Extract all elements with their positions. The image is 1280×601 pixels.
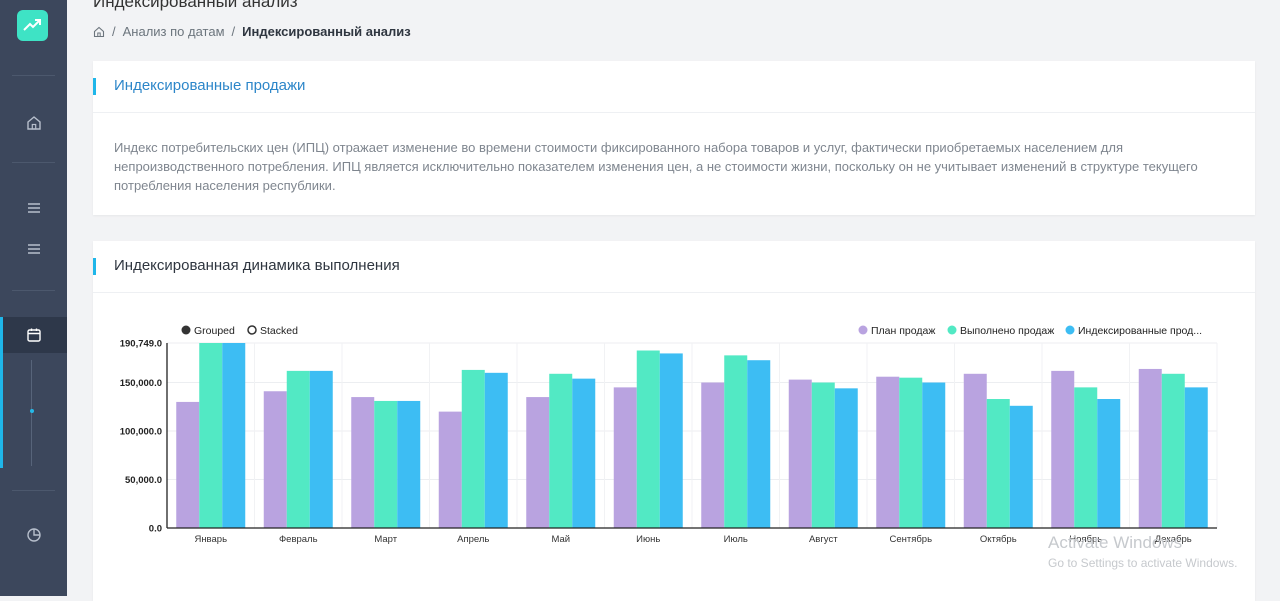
legend-swatch[interactable]	[858, 325, 868, 335]
mode-grouped-control[interactable]: Grouped	[181, 325, 236, 337]
bar[interactable]	[549, 373, 573, 528]
activate-windows-watermark: Activate Windows	[1048, 533, 1183, 552]
mode-stacked-control[interactable]: Stacked	[247, 325, 298, 337]
home-icon[interactable]	[25, 114, 43, 132]
sidebar-divider	[12, 490, 55, 491]
bar[interactable]	[286, 370, 310, 528]
bar[interactable]	[834, 388, 858, 528]
x-tick-label: Сентябрь	[889, 534, 932, 545]
bar[interactable]	[199, 343, 223, 528]
bar[interactable]	[788, 379, 812, 528]
bar[interactable]	[747, 360, 771, 528]
trending-up-icon	[23, 19, 41, 31]
x-tick-label: Декабрь	[1155, 534, 1192, 545]
bar[interactable]	[922, 382, 946, 528]
y-tick-label: 190,749.0	[120, 339, 162, 350]
bar[interactable]	[811, 382, 835, 528]
x-tick-label: Март	[374, 534, 397, 545]
bar[interactable]	[1074, 387, 1098, 528]
x-tick-label: Февраль	[279, 534, 318, 545]
bar[interactable]	[1161, 373, 1185, 528]
breadcrumb-item-current: Индексированный анализ	[242, 24, 411, 39]
legend-label[interactable]: План продаж	[871, 325, 935, 337]
menu-icon[interactable]	[25, 199, 43, 217]
bar[interactable]	[397, 400, 421, 528]
bar[interactable]	[572, 378, 596, 528]
x-tick-label: Апрель	[457, 534, 489, 545]
bar[interactable]	[636, 350, 660, 528]
activate-windows-hint: Go to Settings to activate Windows.	[1048, 556, 1238, 570]
bar[interactable]	[1184, 387, 1208, 528]
y-tick-label: 0.0	[149, 524, 162, 535]
app-logo[interactable]	[17, 10, 48, 41]
x-tick-label: Май	[551, 534, 570, 545]
y-tick-label: 150,000.0	[120, 378, 162, 389]
x-tick-label: Октябрь	[980, 534, 1017, 545]
radio-grouped[interactable]	[181, 325, 191, 335]
bar[interactable]	[374, 400, 398, 528]
calendar-icon	[27, 328, 41, 342]
stacked-label: Stacked	[260, 325, 298, 337]
y-tick-label: 100,000.0	[120, 427, 162, 438]
pie-chart-icon[interactable]	[25, 526, 43, 544]
submenu-item-dot[interactable]	[30, 409, 34, 413]
bar[interactable]	[526, 397, 550, 528]
page-title: Индексированный анализ	[93, 0, 298, 11]
bar[interactable]	[461, 369, 485, 528]
card-description: Индекс потребительских цен (ИПЦ) отражае…	[114, 140, 1198, 193]
bar[interactable]	[309, 370, 333, 528]
bar[interactable]	[1097, 399, 1121, 528]
submenu-indicator	[0, 353, 3, 468]
bar[interactable]	[263, 391, 287, 528]
bar[interactable]	[1051, 370, 1075, 528]
legend-swatch[interactable]	[1065, 325, 1075, 335]
sidebar	[0, 0, 67, 596]
bar[interactable]	[659, 353, 683, 528]
bar[interactable]	[724, 355, 748, 528]
grouped-label: Grouped	[194, 325, 235, 337]
sidebar-divider	[12, 290, 55, 291]
sidebar-item-dates-active[interactable]	[0, 317, 67, 353]
bar[interactable]	[876, 376, 900, 528]
sidebar-divider	[12, 162, 55, 163]
legend-label[interactable]: Выполнено продаж	[960, 325, 1054, 337]
bar[interactable]	[701, 382, 725, 528]
card-header: Индексированные продажи	[93, 61, 1255, 113]
bar[interactable]	[438, 411, 462, 528]
breadcrumb: / Анализ по датам / Индексированный анал…	[93, 24, 411, 39]
breadcrumb-separator: /	[231, 24, 236, 39]
bar[interactable]	[1009, 405, 1033, 528]
card-title: Индексированные продажи	[114, 77, 306, 94]
card-header-accent	[93, 258, 96, 275]
bar[interactable]	[613, 387, 637, 528]
bar[interactable]	[222, 343, 246, 528]
home-icon[interactable]	[93, 26, 105, 38]
y-tick-label: 50,000.0	[125, 475, 162, 486]
x-tick-label: Июль	[724, 534, 748, 545]
card-header: Индексированная динамика выполнения	[93, 241, 1255, 293]
radio-stacked[interactable]	[247, 325, 257, 335]
legend-swatch[interactable]	[947, 325, 957, 335]
bar[interactable]	[1138, 368, 1162, 528]
bar[interactable]	[899, 377, 923, 528]
breadcrumb-item-dates[interactable]: Анализ по датам	[122, 24, 225, 39]
x-tick-label: Январь	[194, 534, 227, 545]
x-tick-label: Ноябрь	[1069, 534, 1102, 545]
menu-icon[interactable]	[25, 240, 43, 258]
legend-label[interactable]: Индексированные прод...	[1078, 325, 1202, 337]
card-title: Индексированная динамика выполнения	[114, 257, 400, 274]
card-header-accent	[93, 78, 96, 95]
submenu-line	[31, 360, 32, 466]
bar[interactable]	[484, 372, 508, 528]
bar[interactable]	[986, 399, 1010, 528]
x-tick-label: Август	[809, 534, 838, 545]
indexed-sales-card: Индексированные продажи Индекс потребите…	[93, 61, 1255, 215]
breadcrumb-separator: /	[112, 24, 116, 39]
bar[interactable]	[963, 373, 987, 528]
x-tick-label: Июнь	[636, 534, 660, 545]
bar[interactable]	[176, 401, 200, 528]
sidebar-divider	[12, 75, 55, 76]
bar[interactable]	[351, 397, 375, 528]
